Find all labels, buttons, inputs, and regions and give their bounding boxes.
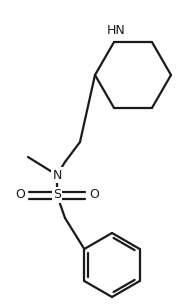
- Text: S: S: [53, 188, 61, 201]
- Text: HN: HN: [107, 24, 125, 37]
- Text: O: O: [89, 188, 99, 201]
- Text: N: N: [52, 169, 62, 181]
- Text: O: O: [15, 188, 25, 201]
